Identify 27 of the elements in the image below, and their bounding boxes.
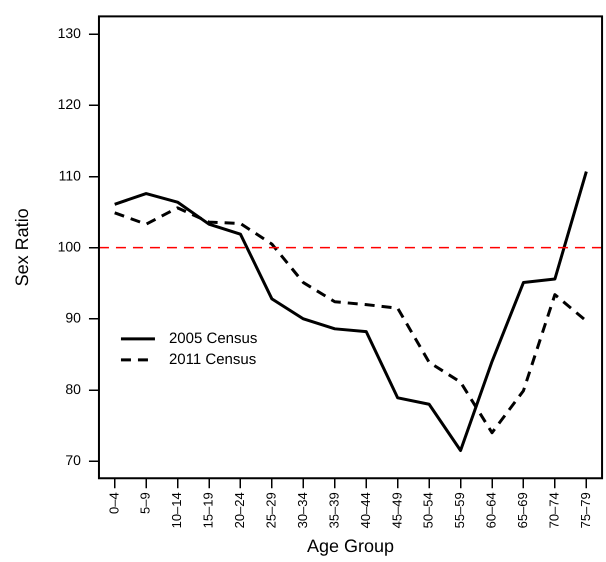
x-tick-label: 30–34: [294, 492, 310, 528]
y-tick-label: 110: [58, 167, 82, 184]
x-tick-label: 55–59: [452, 492, 468, 528]
y-tick-label: 120: [58, 96, 82, 112]
x-tick-label: 0–4: [106, 492, 122, 514]
y-tick-label: 70: [65, 452, 82, 468]
legend-label: 2005 Census: [168, 330, 258, 347]
x-tick-label: 45–49: [389, 492, 404, 528]
x-tick-label: 35–39: [326, 492, 342, 528]
y-axis-title: Sex Ratio: [12, 208, 32, 286]
x-tick-label: 75–79: [578, 492, 593, 528]
y-tick-label: 130: [58, 25, 82, 42]
y-tick-label: 90: [65, 310, 82, 326]
x-tick-label: 60–64: [484, 492, 499, 528]
x-axis-title: Age Group: [306, 536, 394, 556]
y-tick-label: 80: [65, 380, 82, 397]
x-tick-label: 5–9: [138, 492, 153, 514]
y-tick-label: 100: [58, 238, 82, 255]
x-tick-label: 65–69: [515, 492, 530, 528]
x-tick-label: 40–44: [358, 492, 373, 528]
x-tick-label: 25–29: [263, 492, 278, 528]
x-tick-label: 20–24: [232, 492, 248, 528]
x-tick-label: 70–74: [546, 492, 562, 528]
x-tick-label: 15–19: [200, 492, 216, 528]
x-tick-label: 10–14: [169, 492, 184, 528]
legend-label: 2011 Census: [168, 350, 256, 368]
x-tick-label: 50–54: [420, 492, 436, 528]
